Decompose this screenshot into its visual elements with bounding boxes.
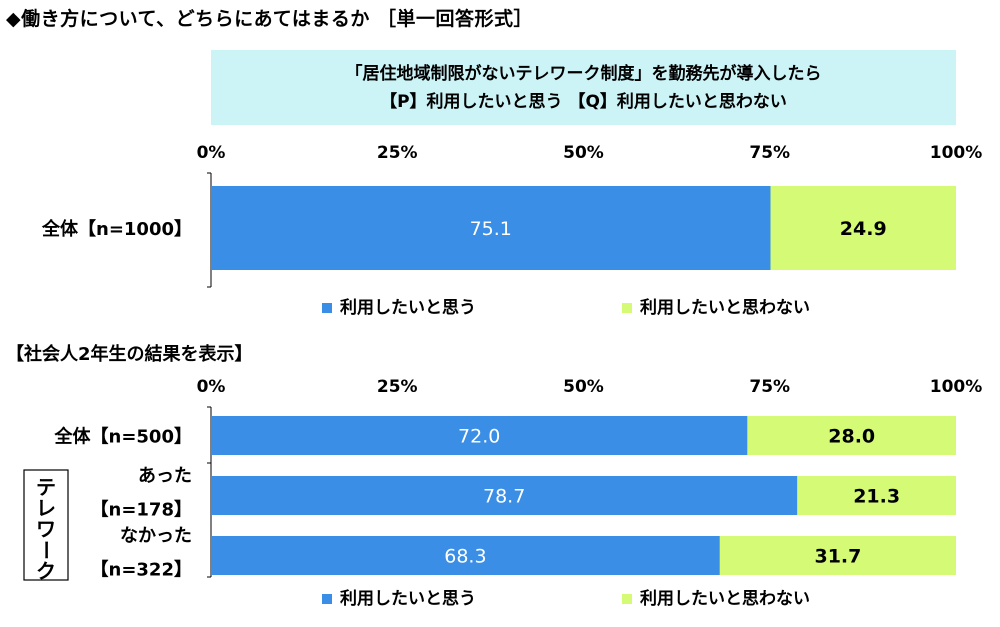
bar-segment-q: [770, 186, 956, 270]
tick-label: 0%: [197, 143, 226, 163]
category-label: 【n=322】: [91, 560, 192, 581]
tick-label: 50%: [563, 377, 604, 397]
bar-segment-q: [719, 536, 956, 575]
page-title: ◆働き方について、どちらにあてはまるか ［単一回答形式］: [6, 8, 533, 30]
category-label: あった: [138, 466, 192, 487]
bar-segment-p: [211, 476, 798, 515]
legend-swatch-q: [622, 594, 632, 604]
tick-label: 100%: [930, 143, 983, 163]
question-line-1: 「居住地域制限がないテレワーク制度」を勤務先が導入したら: [345, 64, 822, 84]
tick-label: 100%: [930, 377, 983, 397]
legend-label: 利用したいと思う: [340, 588, 476, 609]
group-label-box: [23, 469, 69, 581]
tick-label: 0%: [197, 377, 226, 397]
legend-label: 利用したいと思う: [340, 297, 476, 318]
group-label-char: ク: [36, 559, 56, 583]
tick-label: 25%: [377, 143, 418, 163]
group-label-char: ー: [34, 540, 58, 560]
data-label: 24.9: [840, 218, 887, 240]
legend-swatch-q: [622, 303, 632, 313]
tick-label: 25%: [377, 377, 418, 397]
legend-swatch-p: [322, 594, 332, 604]
bar-segment-q: [747, 416, 956, 455]
group-label-char: レ: [36, 496, 56, 520]
bar-segment-p: [211, 186, 771, 270]
legend-swatch-p: [322, 303, 332, 313]
tick-label: 75%: [749, 143, 790, 163]
question-line-2: 【P】利用したいと思う 【Q】利用したいと思わない: [380, 92, 787, 112]
data-label: 72.0: [458, 426, 500, 448]
category-label: 【n=178】: [91, 500, 192, 521]
data-label: 75.1: [470, 218, 512, 240]
bar-segment-q: [797, 476, 956, 515]
data-label: 21.3: [853, 486, 900, 508]
bar-segment-p: [211, 416, 748, 455]
bar-segment-p: [211, 536, 720, 575]
group-label-char: テ: [36, 475, 56, 499]
section-subtitle: 【社会人2年生の結果を表示】: [6, 344, 253, 365]
tick-label: 75%: [749, 377, 790, 397]
legend-label: 利用したいと思わない: [640, 588, 810, 609]
group-label-char: ワ: [36, 517, 56, 541]
category-label: 全体【n=1000】: [41, 218, 192, 240]
data-label: 28.0: [828, 426, 875, 448]
legend-label: 利用したいと思わない: [640, 297, 810, 318]
data-label: 68.3: [444, 546, 486, 568]
category-label: なかった: [120, 526, 192, 547]
data-label: 78.7: [483, 486, 525, 508]
tick-label: 50%: [563, 143, 604, 163]
question-box: 「居住地域制限がないテレワーク制度」を勤務先が導入したら 【P】利用したいと思う…: [211, 50, 956, 125]
data-label: 31.7: [814, 546, 861, 568]
category-label: 全体【n=500】: [54, 426, 192, 448]
